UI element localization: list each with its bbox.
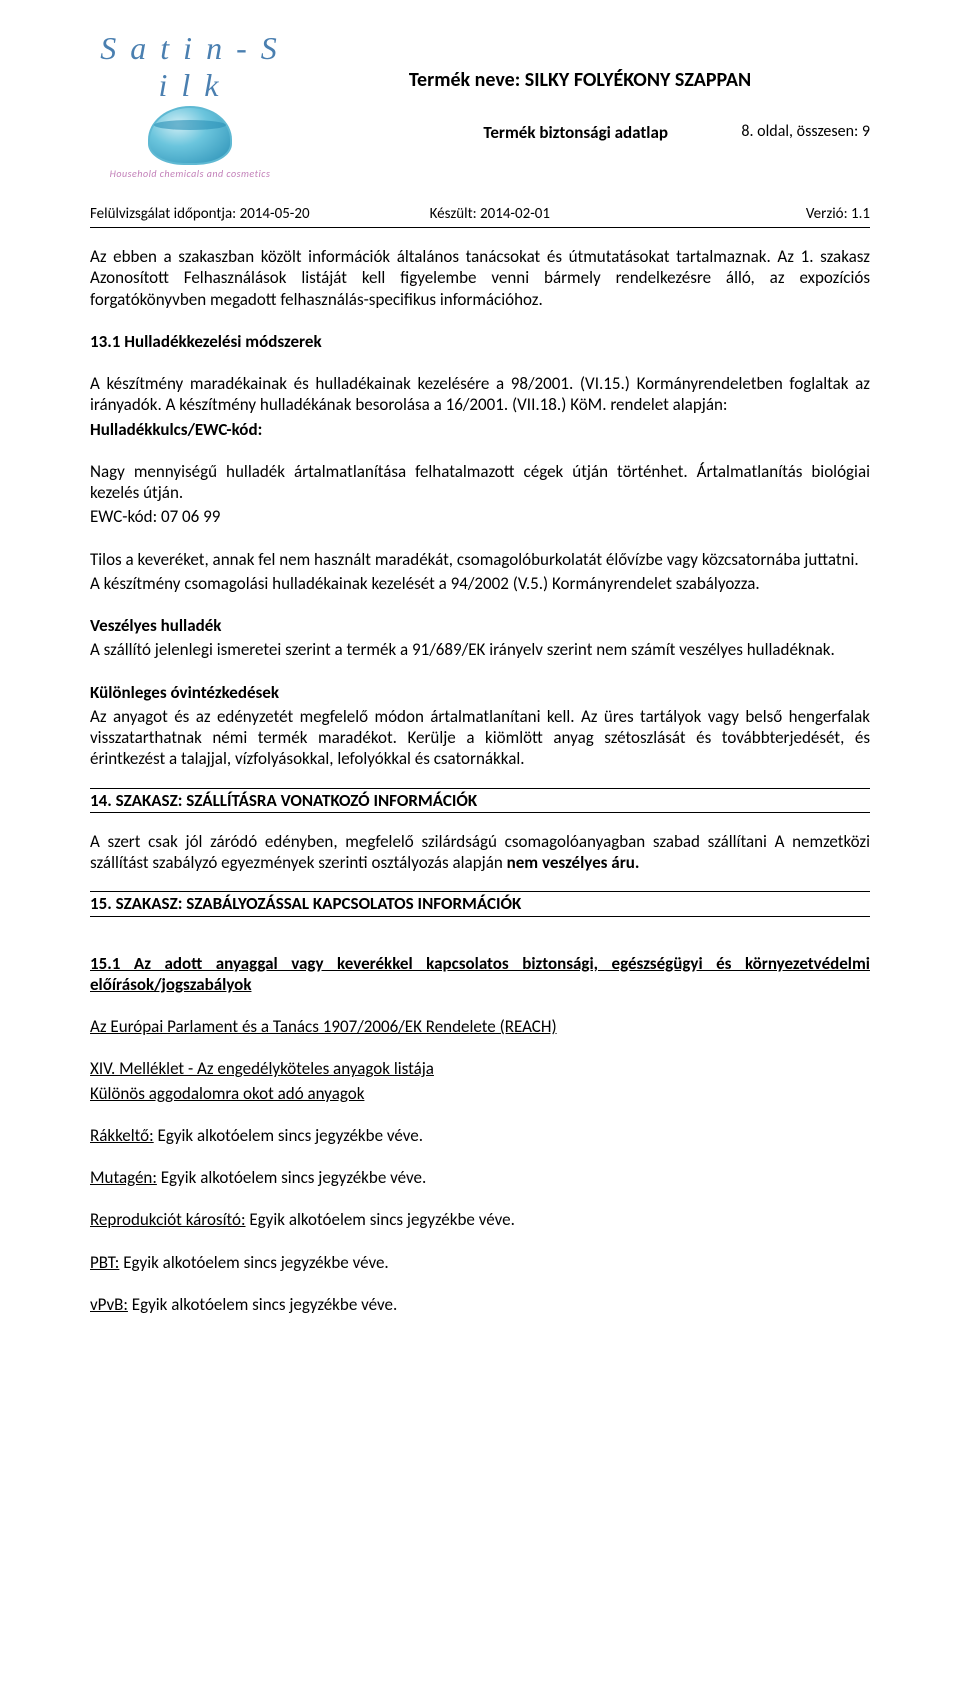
s13-1-p2: Nagy mennyiségű hulladék ártalmatlanítás…: [90, 461, 870, 504]
section-14-heading: 14. SZAKASZ: SZÁLLÍTÁSRA VONATKOZÓ INFOR…: [90, 788, 870, 813]
s14-p1-text: A szert csak jól záródó edényben, megfel…: [90, 831, 870, 873]
pbt-line: PBT: Egyik alkotóelem sincs jegyzékbe vé…: [90, 1252, 870, 1273]
hazardous-waste-heading: Veszélyes hulladék: [90, 615, 870, 636]
sheet-label: Termék biztonsági adatlap: [483, 122, 668, 143]
repro-label: Reprodukciót károsító:: [90, 1209, 246, 1230]
concern-substances: Különös aggodalomra okot adó anyagok: [90, 1083, 870, 1104]
droplet-icon: [148, 106, 232, 165]
special-precautions-text: Az anyagot és az edényzetét megfelelő mó…: [90, 706, 870, 770]
vpvb-line: vPvB: Egyik alkotóelem sincs jegyzékbe v…: [90, 1294, 870, 1315]
pbt-label: PBT:: [90, 1252, 119, 1273]
logo-brand-text: S a t i n - S i l k: [90, 30, 290, 104]
vpvb-text: Egyik alkotóelem sincs jegyzékbe véve.: [128, 1294, 397, 1315]
repro-text: Egyik alkotóelem sincs jegyzékbe véve.: [246, 1209, 515, 1230]
repro-line: Reprodukciót károsító: Egyik alkotóelem …: [90, 1209, 870, 1230]
mutagen-line: Mutagén: Egyik alkotóelem sincs jegyzékb…: [90, 1167, 870, 1188]
page-info: 8. oldal, összesen: 9: [741, 122, 870, 141]
s14-p1-bold: nem veszélyes áru.: [507, 852, 640, 873]
version: Verzió: 1.1: [806, 205, 870, 223]
revision-date: Felülvizsgálat időpontja: 2014-05-20: [90, 205, 310, 223]
meta-row: Felülvizsgálat időpontja: 2014-05-20 Kés…: [90, 180, 870, 223]
s15-1-heading: 15.1 Az adott anyaggal vagy keverékkel k…: [90, 953, 870, 996]
title-block: Termék neve: SILKY FOLYÉKONY SZAPPAN Ter…: [290, 50, 870, 143]
s13-1-p3: EWC-kód: 07 06 99: [90, 506, 870, 527]
special-precautions-heading: Különleges óvintézkedések: [90, 682, 870, 703]
carcinogen-line: Rákkeltő: Egyik alkotóelem sincs jegyzék…: [90, 1125, 870, 1146]
document-page: S a t i n - S i l k Household chemicals …: [0, 0, 960, 1368]
s14-p1: A szert csak jól záródó edényben, megfel…: [90, 831, 870, 874]
logo-block: S a t i n - S i l k Household chemicals …: [90, 30, 290, 180]
section-15-heading: 15. SZAKASZ: SZABÁLYOZÁSSAL KAPCSOLATOS …: [90, 891, 870, 916]
header-block: S a t i n - S i l k Household chemicals …: [90, 50, 870, 143]
product-name: Termék neve: SILKY FOLYÉKONY SZAPPAN: [290, 68, 870, 92]
vpvb-label: vPvB:: [90, 1294, 128, 1315]
s13-1-p1a: A készítmény maradékainak és hulladékain…: [90, 373, 870, 416]
header-divider: [90, 227, 870, 228]
mutagen-text: Egyik alkotóelem sincs jegyzékbe véve.: [157, 1167, 426, 1188]
mutagen-label: Mutagén:: [90, 1167, 157, 1188]
reach-ref: Az Európai Parlament és a Tanács 1907/20…: [90, 1016, 870, 1037]
subhead-row: Termék biztonsági adatlap 8. oldal, össz…: [290, 122, 870, 143]
pbt-text: Egyik alkotóelem sincs jegyzékbe véve.: [119, 1252, 388, 1273]
logo-tagline: Household chemicals and cosmetics: [90, 167, 290, 180]
hazardous-waste-text: A szállító jelenlegi ismeretei szerint a…: [90, 639, 870, 660]
body-text: Az ebben a szakaszban közölt információk…: [90, 246, 870, 1315]
carcinogen-text: Egyik alkotóelem sincs jegyzékbe véve.: [154, 1125, 423, 1146]
s13-1-ewc-label: Hulladékkulcs/EWC-kód:: [90, 419, 870, 440]
intro-paragraph: Az ebben a szakaszban közölt információk…: [90, 246, 870, 310]
annex14: XIV. Melléklet - Az engedélyköteles anya…: [90, 1058, 870, 1079]
prepared-date: Készült: 2014-02-01: [430, 205, 550, 223]
section-13-1-heading: 13.1 Hulladékkezelési módszerek: [90, 331, 870, 352]
carcinogen-label: Rákkeltő:: [90, 1125, 154, 1146]
s13-1-p4: Tilos a keveréket, annak fel nem használ…: [90, 549, 870, 570]
s13-1-p5: A készítmény csomagolási hulladékainak k…: [90, 573, 870, 594]
